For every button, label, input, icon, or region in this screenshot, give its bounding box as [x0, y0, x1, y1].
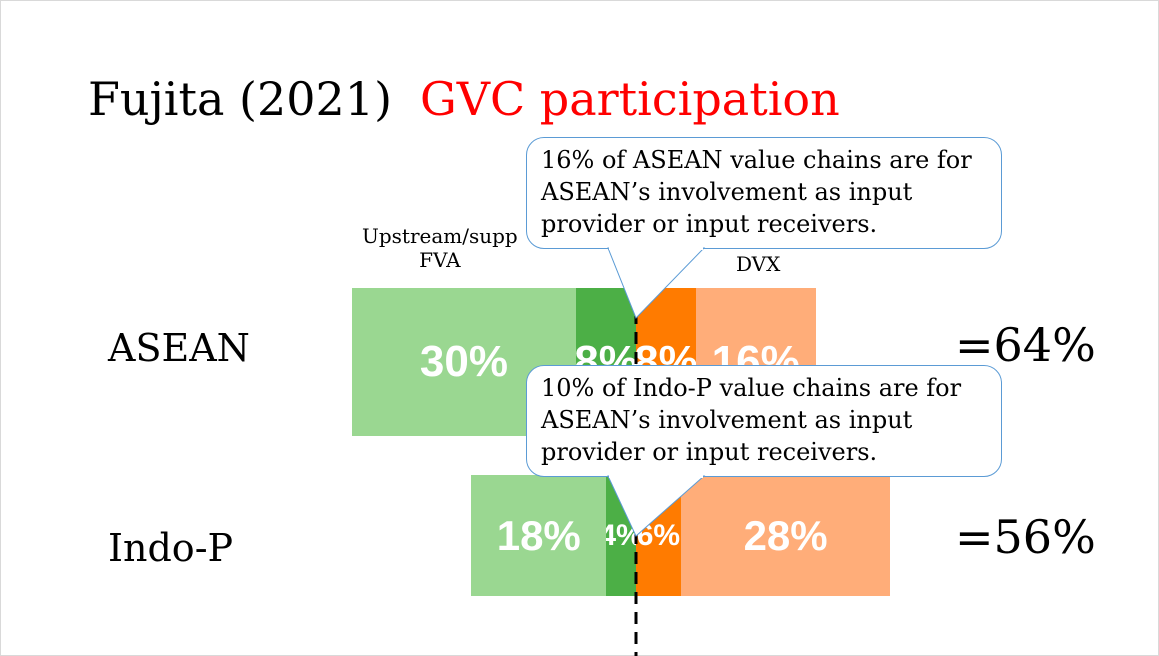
callout-indo-p: 10% of Indo-P value chains are for ASEAN…	[526, 365, 1002, 477]
bar-value-label: 28%	[743, 511, 828, 559]
callout-asean-pointer	[607, 247, 706, 319]
header-upstream: Upstream/supp FVA	[362, 224, 518, 272]
title-topic: GVC participation	[420, 72, 840, 126]
header-upstream-line1: Upstream/supp	[362, 224, 518, 248]
title-author: Fujita (2021)	[88, 72, 393, 126]
row-label-asean: ASEAN	[108, 326, 250, 370]
header-downstream: DVX	[736, 252, 781, 276]
row-label-indo-p: Indo-P	[108, 526, 234, 570]
bar-indop-dvx-light: 28%	[680, 475, 891, 596]
callout-asean: 16% of ASEAN value chains are for ASEAN’…	[526, 137, 1002, 249]
bar-value-label: 30%	[419, 337, 508, 386]
slide-title: Fujita (2021) GVC participation	[88, 72, 840, 126]
bar-indop-fva-light: 18%	[471, 475, 607, 596]
bar-value-label: 18%	[496, 511, 581, 559]
total-asean: =64%	[955, 318, 1096, 372]
total-indo-p: =56%	[955, 510, 1096, 564]
header-upstream-line2: FVA	[419, 248, 461, 272]
callout-indo-p-pointer	[607, 475, 706, 537]
